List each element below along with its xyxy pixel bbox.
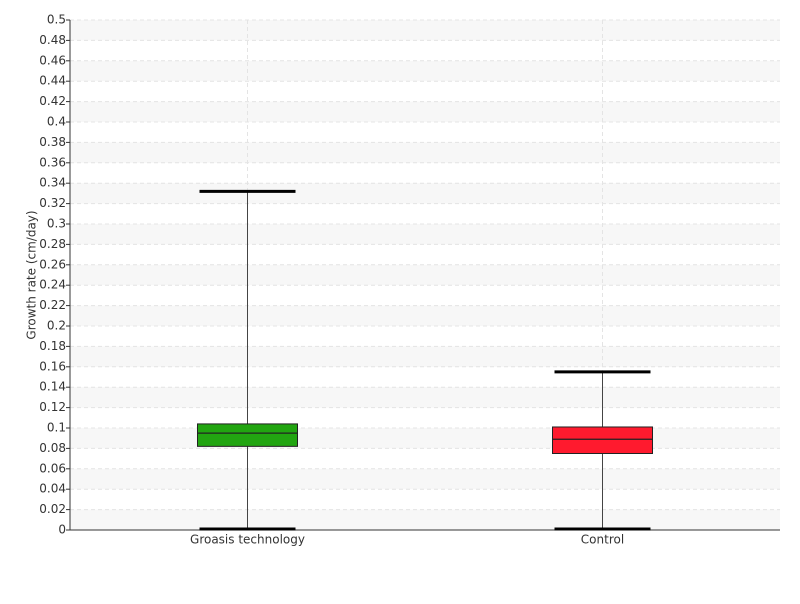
grid-band <box>70 305 780 326</box>
grid-band <box>70 509 780 530</box>
y-tick-label: 0.26 <box>39 257 66 271</box>
y-tick-label: 0.36 <box>39 155 66 169</box>
y-tick-label: 0.48 <box>39 33 66 47</box>
y-tick-label: 0 <box>58 523 66 537</box>
grid-band <box>70 101 780 122</box>
grid-band <box>70 20 780 41</box>
y-tick-label: 0.12 <box>39 400 66 414</box>
grid-band <box>70 142 780 163</box>
y-tick-label: 0.44 <box>39 74 66 88</box>
y-tick-label: 0.18 <box>39 339 66 353</box>
y-tick-label: 0.24 <box>39 278 66 292</box>
grid-band <box>70 183 780 204</box>
y-tick-label: 0.3 <box>47 217 66 231</box>
y-tick-label: 0.42 <box>39 94 66 108</box>
box <box>197 423 298 447</box>
grid-band <box>70 224 780 245</box>
y-tick-label: 0.04 <box>39 482 66 496</box>
grid-band <box>70 468 780 490</box>
y-tick-label: 0.02 <box>39 502 66 516</box>
y-tick-label: 0.16 <box>39 359 66 373</box>
y-tick-label: 0.46 <box>39 53 66 67</box>
y-tick-label: 0.06 <box>39 461 66 475</box>
y-tick-label: 0.08 <box>39 441 66 455</box>
grid-band <box>70 346 780 367</box>
y-tick-label: 0.34 <box>39 176 66 190</box>
grid-band <box>70 428 780 449</box>
x-tick-label: Groasis technology <box>190 533 305 547</box>
y-tick-label: 0.2 <box>47 319 66 333</box>
grid-band <box>70 264 780 286</box>
y-tick-label: 0.22 <box>39 298 66 312</box>
y-axis-label: Growth rate (cm/day) <box>25 210 39 339</box>
y-tick-label: 0.5 <box>47 13 66 27</box>
x-tick-label: Control <box>581 533 624 547</box>
y-tick-label: 0.4 <box>47 115 66 129</box>
grid-band <box>70 60 780 82</box>
y-tick-label: 0.14 <box>39 380 66 394</box>
box <box>552 426 653 455</box>
y-tick-label: 0.32 <box>39 196 66 210</box>
y-tick-label: 0.1 <box>47 421 66 435</box>
y-tick-label: 0.38 <box>39 135 66 149</box>
grid-band <box>70 387 780 408</box>
y-tick-label: 0.28 <box>39 237 66 251</box>
